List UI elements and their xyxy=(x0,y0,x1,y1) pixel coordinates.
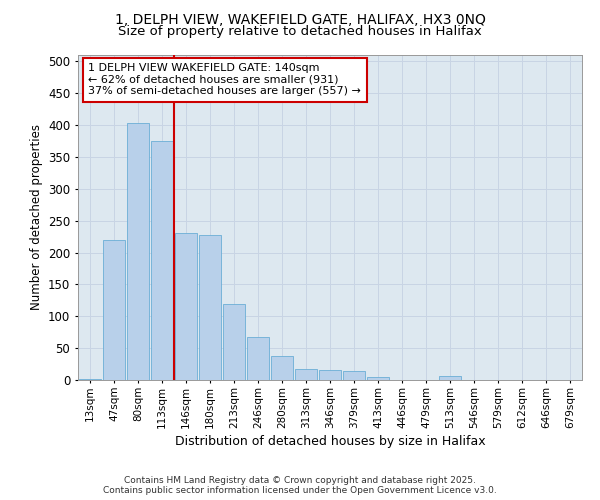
Text: Size of property relative to detached houses in Halifax: Size of property relative to detached ho… xyxy=(118,25,482,38)
X-axis label: Distribution of detached houses by size in Halifax: Distribution of detached houses by size … xyxy=(175,434,485,448)
Bar xyxy=(319,370,341,380)
Bar xyxy=(151,141,173,380)
Bar xyxy=(439,376,461,380)
Bar xyxy=(79,378,101,380)
Bar xyxy=(367,377,389,380)
Bar xyxy=(271,356,293,380)
Text: Contains HM Land Registry data © Crown copyright and database right 2025.
Contai: Contains HM Land Registry data © Crown c… xyxy=(103,476,497,495)
Bar xyxy=(295,368,317,380)
Y-axis label: Number of detached properties: Number of detached properties xyxy=(29,124,43,310)
Text: 1, DELPH VIEW, WAKEFIELD GATE, HALIFAX, HX3 0NQ: 1, DELPH VIEW, WAKEFIELD GATE, HALIFAX, … xyxy=(115,12,485,26)
Text: 1 DELPH VIEW WAKEFIELD GATE: 140sqm
← 62% of detached houses are smaller (931)
3: 1 DELPH VIEW WAKEFIELD GATE: 140sqm ← 62… xyxy=(88,63,361,96)
Bar xyxy=(343,371,365,380)
Bar xyxy=(247,336,269,380)
Bar xyxy=(127,123,149,380)
Bar xyxy=(223,304,245,380)
Bar xyxy=(199,234,221,380)
Bar xyxy=(103,240,125,380)
Bar xyxy=(175,234,197,380)
